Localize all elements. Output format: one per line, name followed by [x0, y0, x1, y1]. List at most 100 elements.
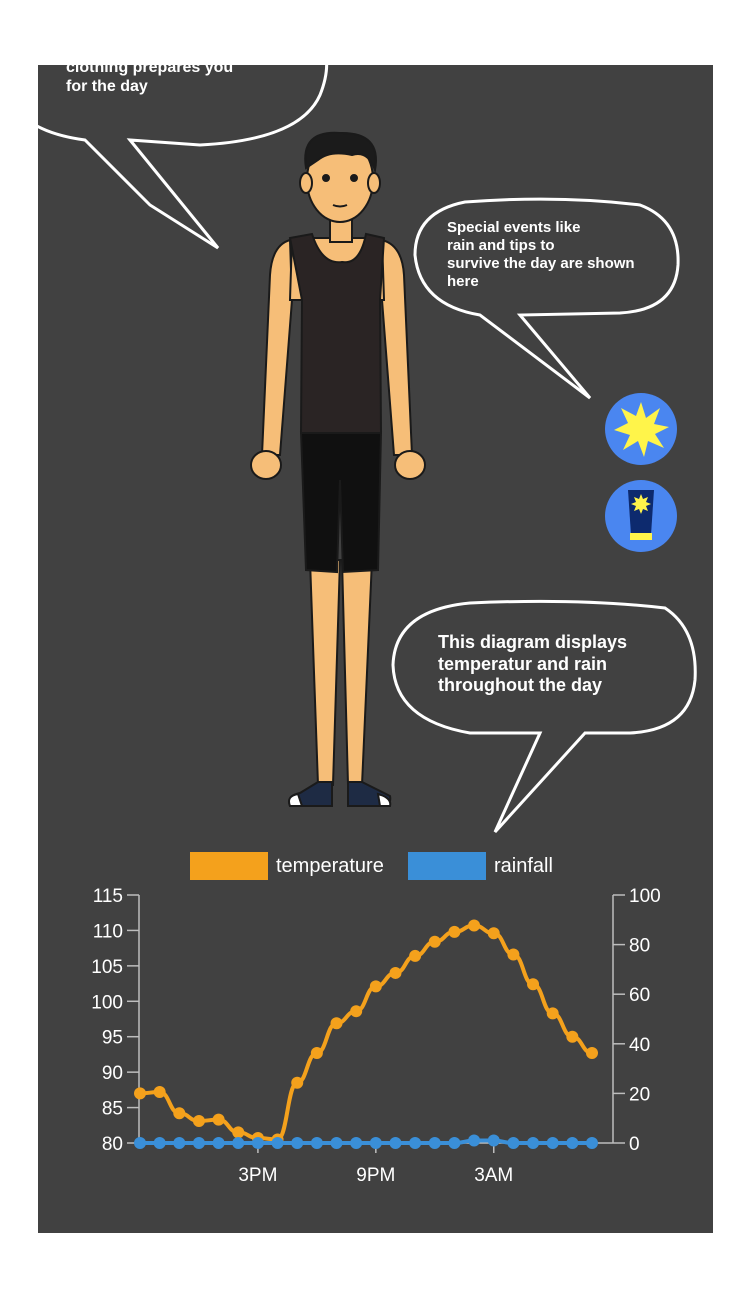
temperature-point — [173, 1107, 186, 1120]
clothing-bubble — [3, 3, 329, 250]
left-fist — [250, 450, 282, 480]
legend-rainfall[interactable]: rainfall — [408, 852, 553, 880]
sunscreen-cap[interactable] — [630, 533, 652, 540]
rainfall-point — [310, 1137, 323, 1149]
legend-rainfall-swatch — [408, 852, 486, 880]
y-left-tick-label: 105 — [91, 957, 123, 978]
clothing-line-1: clothing prepares you — [66, 59, 234, 76]
rainfall-point — [428, 1137, 441, 1149]
events-line-3: survive the day are shown — [447, 255, 635, 272]
temperature-point — [389, 966, 402, 979]
y-right-tick-label: 0 — [629, 1134, 640, 1155]
right-fist — [394, 450, 426, 480]
temperature-point — [232, 1126, 245, 1139]
rainfall-point — [369, 1137, 382, 1149]
right-shoe-toe — [376, 792, 392, 807]
rainfall-point — [173, 1137, 186, 1149]
temperature-point — [487, 927, 500, 940]
tank-top — [288, 232, 386, 434]
diagram-line-2: temperatur and rain — [438, 653, 608, 674]
temperature-point — [527, 978, 540, 991]
temperature-point — [330, 1017, 343, 1030]
y-right-tick-label: 40 — [629, 1035, 650, 1056]
rainfall-point — [546, 1137, 559, 1149]
y-left-tick-label: 90 — [102, 1063, 123, 1084]
left-eye — [322, 174, 330, 182]
temperature-point — [546, 1007, 559, 1020]
y-right-tick-label: 80 — [629, 936, 650, 957]
character-torso — [288, 232, 386, 434]
temperature-line — [139, 923, 593, 1142]
y-right-tick-label: 20 — [629, 1084, 650, 1105]
events-bubble — [413, 197, 680, 400]
y-right-tick-label: 100 — [629, 886, 661, 907]
temperature-point — [291, 1076, 304, 1089]
legend-rainfall-label: rainfall — [494, 854, 553, 877]
diagram-line-3: throughout the day — [438, 675, 602, 696]
events-bubble-text: Special events like rain and tips to sur… — [447, 219, 635, 291]
rainfall-point — [487, 1134, 500, 1147]
temperature-point — [428, 935, 441, 948]
y-right-tick-label: 60 — [629, 985, 650, 1006]
rainfall-point — [389, 1137, 402, 1149]
left-shoe-toe — [288, 792, 304, 807]
rainfall-point — [527, 1137, 540, 1149]
temperature-point — [134, 1087, 146, 1100]
x-tick-label: 3AM — [474, 1165, 513, 1186]
sun-icon[interactable] — [605, 393, 677, 465]
character-arms — [250, 238, 426, 480]
diagram-bubble-text: This diagram displays temperatur and rai… — [438, 632, 627, 697]
rainfall-point — [468, 1134, 481, 1147]
rainfall-point — [409, 1137, 422, 1149]
diagram-line-1: This diagram displays — [438, 632, 628, 652]
right-ear — [367, 172, 381, 194]
rainfall-point — [507, 1137, 520, 1149]
mouth — [332, 204, 348, 208]
rainfall-point — [350, 1137, 363, 1149]
y-left-tick-label: 80 — [102, 1134, 123, 1155]
events-line-4: here — [447, 273, 479, 290]
rainfall-point — [192, 1137, 205, 1149]
events-line-2: rain and tips to — [447, 237, 555, 254]
rainfall-point — [212, 1137, 225, 1149]
temperature-point — [310, 1047, 323, 1060]
temperature-point — [350, 1005, 363, 1018]
temperature-point — [566, 1030, 579, 1043]
rainfall-line — [140, 1138, 592, 1145]
character-head — [299, 131, 381, 243]
y-left-tick-label: 95 — [102, 1028, 123, 1049]
clothing-line-2: for the day — [66, 78, 148, 96]
hair — [304, 131, 377, 174]
x-tick-label: 9PM — [356, 1165, 395, 1186]
diagram-bubble — [391, 599, 697, 834]
sunscreen-sun[interactable] — [631, 494, 651, 514]
rainfall-point — [134, 1137, 146, 1149]
y-left-tick-label: 115 — [93, 886, 123, 907]
sun-icon-shape[interactable] — [614, 402, 669, 457]
character-shorts — [299, 431, 383, 574]
y-left-tick-label: 85 — [102, 1099, 123, 1120]
rainfall-point — [153, 1137, 166, 1149]
temperature-point — [448, 925, 461, 938]
rainfall-point — [271, 1137, 284, 1149]
rainfall-point — [586, 1137, 598, 1149]
legend-temperature[interactable]: temperature — [190, 852, 384, 880]
clothing-bubble-text: clothing prepares you for the day — [66, 58, 233, 96]
rainfall-point — [330, 1137, 343, 1149]
temperature-point — [409, 949, 422, 962]
rainfall-point — [566, 1137, 579, 1149]
events-line-1: Special events like — [447, 219, 581, 236]
y-left-tick-label: 100 — [91, 992, 123, 1013]
temperature-point — [369, 980, 382, 993]
left-ear — [299, 172, 313, 194]
temperature-point — [212, 1113, 225, 1126]
temperature-point — [468, 919, 481, 932]
temperature-point — [586, 1047, 598, 1060]
temperature-point — [507, 948, 520, 961]
sunscreen-icon[interactable] — [605, 480, 677, 552]
temperature-point — [192, 1115, 205, 1128]
